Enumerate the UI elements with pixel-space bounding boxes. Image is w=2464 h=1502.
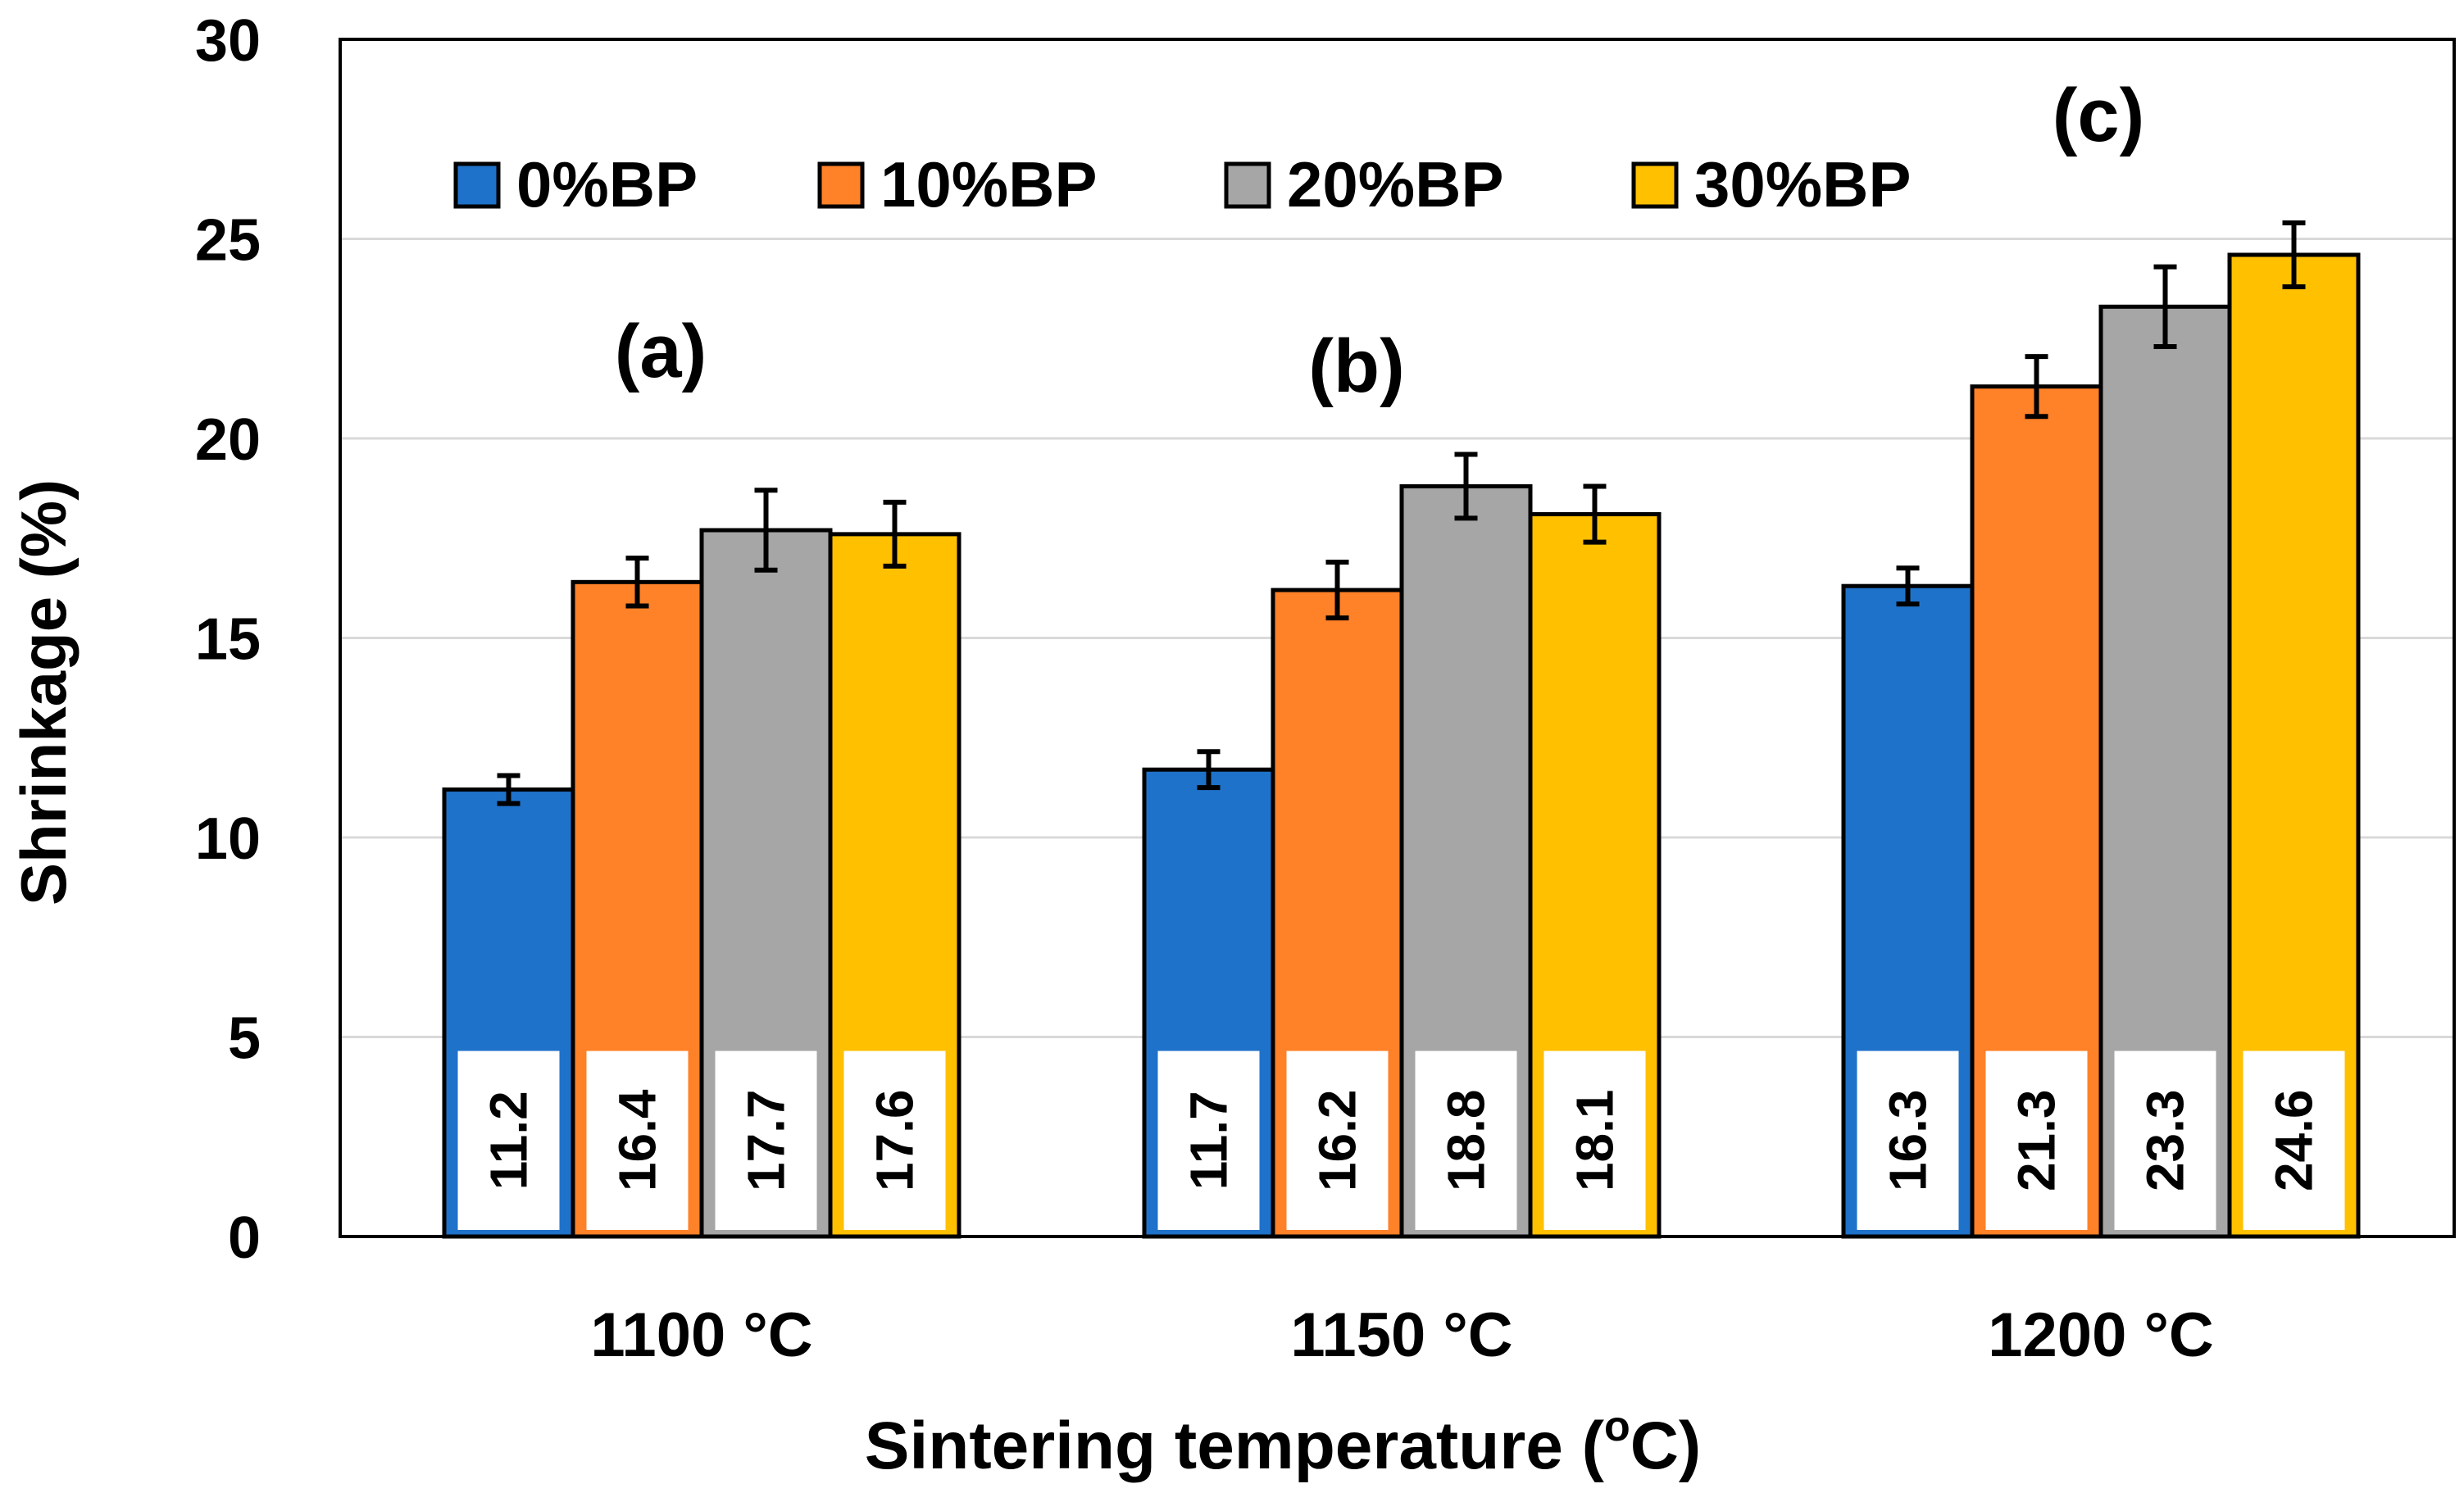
x-axis-title-superscript: o (1604, 1403, 1630, 1450)
axes: 0 5 10 15 20 25 30 1100 °C 1150 °C 1200 °C (195, 8, 2456, 1370)
data-label: 23.3 (2136, 1089, 2195, 1191)
data-label-box (1286, 1050, 1389, 1230)
x-axis-title: Sintering temperature (oC) (865, 1403, 1701, 1483)
y-tick-label: 5 (228, 1006, 261, 1072)
y-tick-label: 30 (195, 8, 261, 74)
legend-swatch (1224, 161, 1271, 209)
data-label: 18.1 (1566, 1089, 1625, 1191)
legend-label: 20%BP (1287, 148, 1503, 220)
x-tick-label: 1200 °C (1988, 1300, 2213, 1370)
data-label-box (1857, 1050, 1959, 1230)
x-tick-label: 1100 °C (590, 1300, 812, 1370)
legend-label: 30%BP (1694, 148, 1911, 220)
y-tick-label: 10 (195, 806, 261, 872)
data-label-box (457, 1050, 560, 1230)
y-tick-label: 15 (195, 607, 261, 673)
data-label-box (2114, 1050, 2216, 1230)
data-label-box (1157, 1050, 1260, 1230)
data-label: 16.4 (608, 1089, 667, 1191)
data-label-box (1985, 1050, 2088, 1230)
legend-swatch (453, 161, 501, 209)
legend: 0%BP 10%BP 20%BP 30%BP (453, 148, 1911, 220)
panel-label: (b) (1308, 324, 1404, 408)
data-label: 16.3 (1879, 1089, 1938, 1191)
data-label-box (1415, 1050, 1517, 1230)
plot-frame (339, 38, 2456, 1238)
x-axis-title-tail: C) (1630, 1409, 1702, 1483)
y-axis-title: Shrinkage (%) (7, 479, 80, 905)
legend-swatch (1631, 161, 1679, 209)
y-tick-label: 20 (195, 407, 261, 473)
data-label-box (586, 1050, 689, 1230)
labels: Shrinkage (%) Sintering temperature (oC)… (7, 74, 2144, 1483)
bars: 11.2 16.4 17.7 17.6 11.7 16.2 18.8 18.1 16.3 21.3… (442, 220, 2361, 1239)
data-label: 24.6 (2265, 1089, 2324, 1191)
data-label-box (843, 1050, 946, 1230)
data-label: 16.2 (1308, 1089, 1367, 1191)
legend-swatch (817, 161, 865, 209)
data-label-box (715, 1050, 817, 1230)
data-label: 18.8 (1437, 1089, 1496, 1191)
y-tick-label: 0 (228, 1205, 261, 1271)
data-label-box (2243, 1050, 2345, 1230)
data-label: 21.3 (2007, 1089, 2066, 1191)
data-label: 17.6 (866, 1089, 925, 1191)
data-label: 11.7 (1180, 1091, 1239, 1190)
data-label-box (1543, 1050, 1646, 1230)
legend-label: 10%BP (880, 148, 1097, 220)
x-axis-title-main: Sintering temperature ( (865, 1409, 1605, 1483)
legend-label: 0%BP (516, 148, 698, 220)
y-tick-label: 25 (195, 208, 261, 274)
x-tick-label: 1150 °C (1290, 1300, 1512, 1370)
panel-label: (c) (2053, 74, 2144, 157)
panel-label: (a) (615, 310, 707, 393)
data-label: 11.2 (480, 1091, 539, 1190)
data-label: 17.7 (737, 1089, 796, 1191)
